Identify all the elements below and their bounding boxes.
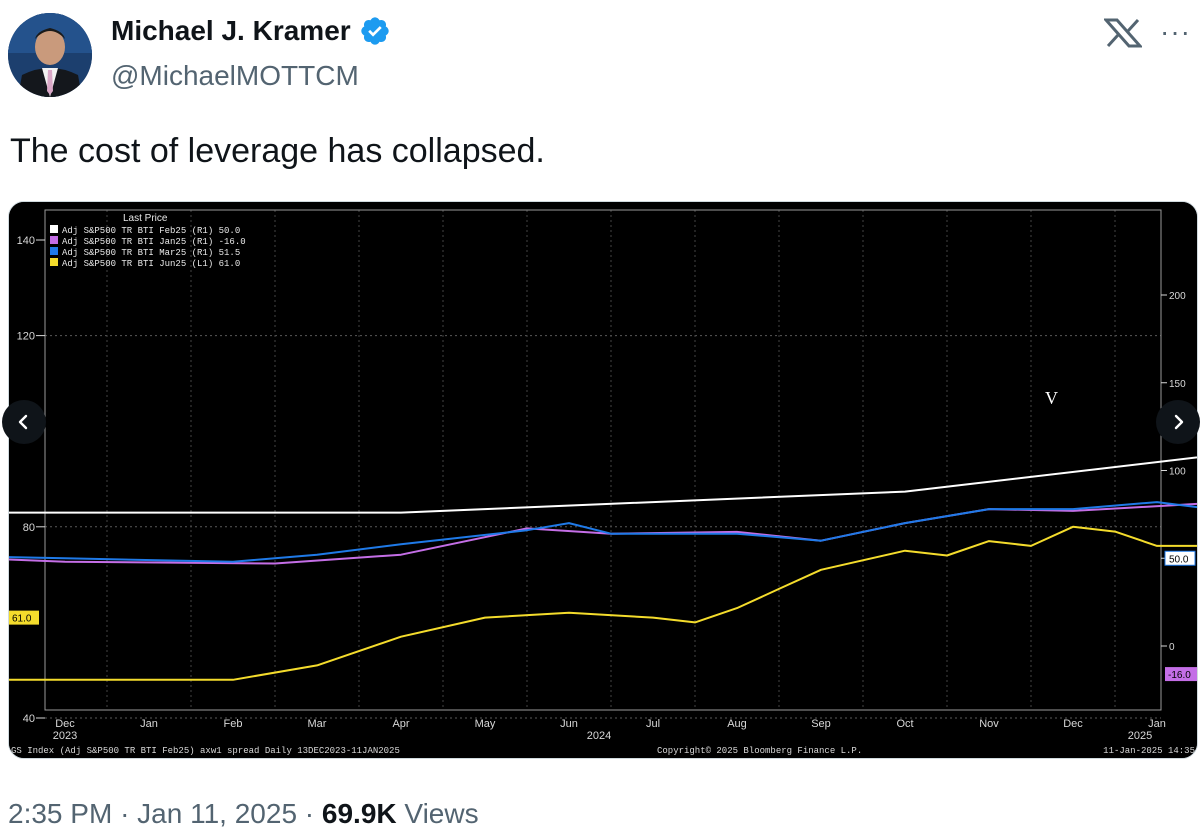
x-year-label: 2023 bbox=[53, 730, 77, 742]
legend-swatch bbox=[50, 258, 58, 266]
tweet-time[interactable]: 2:35 PM bbox=[8, 798, 113, 829]
carousel-next-button[interactable] bbox=[1156, 400, 1200, 444]
right-tick-label: 100 bbox=[1169, 467, 1186, 478]
x-tick-label: Aug bbox=[727, 718, 747, 730]
x-tick-label: Apr bbox=[392, 718, 409, 730]
legend-title: Last Price bbox=[123, 213, 168, 224]
chevron-right-icon bbox=[1174, 414, 1184, 430]
series-line-3 bbox=[9, 501, 1197, 563]
avatar-image bbox=[8, 13, 92, 97]
tweet-text: The cost of leverage has collapsed. bbox=[10, 132, 545, 170]
right-value-marker bbox=[1164, 550, 1196, 566]
tweet-media[interactable]: Adj S&P500 TR BTI Feb25 (R1) 50.0 Adj S&P… bbox=[8, 201, 1198, 759]
left-tick-label: 120 bbox=[17, 331, 35, 343]
legend-entry: Adj S&P500 TR BTI Jun25 (L1) 61.0 bbox=[62, 259, 240, 269]
x-tick-label: Jun bbox=[560, 718, 578, 730]
carousel-prev-button[interactable] bbox=[2, 400, 46, 444]
tweet-date[interactable]: Jan 11, 2025 bbox=[137, 798, 298, 829]
x-tick-label: Sep bbox=[811, 718, 831, 730]
legend-entry: Adj S&P500 TR BTI Mar25 (R1) 51.5 bbox=[62, 248, 240, 258]
plot-frame bbox=[44, 209, 1162, 711]
x-tick-label: Nov bbox=[979, 718, 999, 730]
left-tick-label: 80 bbox=[23, 522, 35, 534]
meta-separator: · bbox=[120, 798, 130, 829]
x-tick-label: Jan bbox=[1148, 718, 1166, 730]
legend-swatch bbox=[50, 247, 58, 255]
right-tick-label: 150 bbox=[1169, 379, 1186, 390]
left-value-marker-label: 61.0 bbox=[12, 614, 32, 625]
chart-footer-center: Copyright© 2025 Bloomberg Finance L.P. bbox=[657, 746, 862, 756]
left-value-marker bbox=[9, 610, 39, 625]
legend-entry: Adj S&P500 TR BTI Jan25 (R1) -16.0 bbox=[62, 237, 246, 247]
x-tick-label: Jan bbox=[140, 718, 158, 730]
x-tick-label: Oct bbox=[896, 718, 913, 730]
views-label: Views bbox=[404, 798, 479, 829]
left-tick-label: 40 bbox=[23, 713, 35, 725]
right-tick-label: 200 bbox=[1169, 291, 1186, 302]
x-tick-label: Mar bbox=[308, 718, 327, 730]
x-tick-label: Feb bbox=[224, 718, 243, 730]
chart-annotation: V bbox=[1045, 388, 1058, 408]
series-line-4 bbox=[9, 525, 1197, 681]
x-tick-label: Dec bbox=[55, 718, 75, 730]
x-tick-label: May bbox=[475, 718, 496, 730]
legend-swatch bbox=[50, 236, 58, 244]
right-value-marker bbox=[1165, 667, 1197, 682]
author-handle[interactable]: @MichaelMOTTCM bbox=[111, 60, 359, 91]
author-name[interactable]: Michael J. Kramer bbox=[111, 15, 351, 46]
views-count[interactable]: 69.9K bbox=[321, 798, 397, 829]
legend-swatch bbox=[50, 225, 58, 233]
right-tick-label: 0 bbox=[1169, 642, 1175, 653]
verified-badge-icon bbox=[361, 17, 389, 45]
chart-footer-right: 11-Jan-2025 14:35 bbox=[1103, 746, 1195, 756]
more-options-icon[interactable]: ··· bbox=[1160, 16, 1191, 47]
series-line-1 bbox=[9, 456, 1197, 514]
avatar[interactable] bbox=[8, 13, 92, 97]
x-tick-label: Jul bbox=[646, 718, 660, 730]
right-value-marker-label: 50.0 bbox=[1169, 554, 1189, 565]
author-name-row[interactable]: Michael J. Kramer bbox=[111, 15, 391, 47]
x-year-label: 2025 bbox=[1128, 730, 1152, 742]
x-year-label: 2024 bbox=[587, 730, 611, 742]
chart-footer-left: GS Index (Adj S&P500 TR BTI Feb25) axw1 … bbox=[11, 746, 400, 756]
left-tick-label: 140 bbox=[17, 235, 35, 247]
right-value-marker-label: -16.0 bbox=[1168, 670, 1191, 681]
series-line-2 bbox=[9, 502, 1197, 565]
meta-separator: · bbox=[304, 798, 315, 829]
x-tick-label: Dec bbox=[1063, 718, 1083, 730]
tweet-meta: 2:35 PM · Jan 11, 2025 · 69.9K Views bbox=[8, 798, 479, 830]
legend-entry: Adj S&P500 TR BTI Feb25 (R1) 50.0 bbox=[62, 226, 240, 236]
x-logo-icon[interactable] bbox=[1104, 16, 1142, 50]
chevron-left-icon bbox=[18, 414, 28, 430]
